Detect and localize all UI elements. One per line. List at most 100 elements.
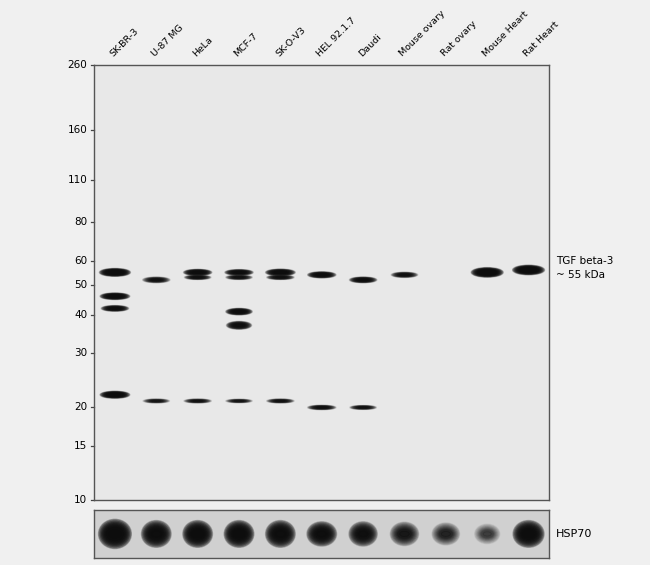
Text: SK-O-V3: SK-O-V3	[274, 25, 307, 58]
Ellipse shape	[149, 400, 164, 402]
Ellipse shape	[400, 274, 409, 276]
Ellipse shape	[102, 306, 127, 311]
Ellipse shape	[227, 270, 251, 275]
Ellipse shape	[190, 529, 205, 539]
Ellipse shape	[438, 529, 453, 539]
Ellipse shape	[228, 322, 250, 329]
Ellipse shape	[317, 274, 327, 276]
Ellipse shape	[271, 527, 290, 541]
Ellipse shape	[480, 271, 495, 274]
Ellipse shape	[108, 271, 122, 274]
Ellipse shape	[357, 407, 369, 408]
Ellipse shape	[183, 520, 213, 547]
Ellipse shape	[227, 309, 250, 314]
Ellipse shape	[315, 529, 329, 538]
Ellipse shape	[187, 525, 208, 542]
Ellipse shape	[521, 529, 536, 539]
Ellipse shape	[190, 400, 205, 402]
Ellipse shape	[392, 272, 417, 277]
Ellipse shape	[149, 279, 164, 281]
Text: MCF-7: MCF-7	[233, 31, 260, 58]
Ellipse shape	[226, 308, 252, 315]
Ellipse shape	[189, 276, 206, 279]
Ellipse shape	[229, 525, 250, 542]
Ellipse shape	[144, 277, 169, 282]
Ellipse shape	[471, 268, 503, 277]
Ellipse shape	[474, 524, 500, 544]
Ellipse shape	[269, 399, 292, 403]
Ellipse shape	[359, 407, 368, 408]
Ellipse shape	[356, 407, 370, 408]
Ellipse shape	[109, 271, 120, 273]
Ellipse shape	[110, 295, 120, 297]
Ellipse shape	[146, 399, 166, 402]
Ellipse shape	[189, 271, 207, 274]
Ellipse shape	[317, 407, 327, 408]
Ellipse shape	[516, 267, 541, 273]
Ellipse shape	[473, 268, 502, 277]
Ellipse shape	[519, 267, 538, 273]
Ellipse shape	[270, 399, 291, 402]
Ellipse shape	[523, 531, 534, 537]
Ellipse shape	[398, 529, 411, 538]
Ellipse shape	[227, 321, 251, 329]
Ellipse shape	[398, 274, 411, 276]
Ellipse shape	[352, 406, 374, 409]
Ellipse shape	[266, 521, 294, 546]
Ellipse shape	[233, 324, 245, 327]
Ellipse shape	[229, 276, 249, 279]
Ellipse shape	[232, 529, 246, 539]
Ellipse shape	[188, 399, 207, 402]
Ellipse shape	[142, 521, 170, 546]
Ellipse shape	[103, 524, 126, 544]
Ellipse shape	[229, 309, 249, 314]
Text: TGF beta-3
~ 55 kDa: TGF beta-3 ~ 55 kDa	[556, 256, 614, 280]
Ellipse shape	[107, 528, 123, 540]
Ellipse shape	[475, 269, 500, 276]
Ellipse shape	[350, 277, 376, 282]
Ellipse shape	[151, 279, 161, 281]
Ellipse shape	[226, 521, 253, 546]
Ellipse shape	[193, 277, 202, 278]
Ellipse shape	[480, 529, 494, 538]
Ellipse shape	[144, 399, 168, 403]
Ellipse shape	[106, 527, 124, 541]
Ellipse shape	[266, 270, 294, 275]
Ellipse shape	[271, 271, 290, 274]
Ellipse shape	[190, 271, 205, 274]
Ellipse shape	[227, 399, 250, 402]
Ellipse shape	[227, 275, 252, 279]
Ellipse shape	[515, 266, 542, 274]
Ellipse shape	[396, 528, 412, 540]
Ellipse shape	[351, 406, 375, 409]
Ellipse shape	[191, 400, 204, 402]
Ellipse shape	[230, 400, 248, 402]
Ellipse shape	[270, 276, 291, 279]
Ellipse shape	[395, 273, 413, 276]
Ellipse shape	[187, 276, 209, 279]
Ellipse shape	[433, 524, 458, 544]
Ellipse shape	[228, 270, 250, 275]
Ellipse shape	[225, 270, 253, 275]
Ellipse shape	[230, 310, 248, 314]
Ellipse shape	[266, 520, 295, 547]
Ellipse shape	[110, 394, 120, 395]
Ellipse shape	[353, 526, 373, 542]
Ellipse shape	[514, 521, 543, 546]
Ellipse shape	[352, 277, 374, 282]
Ellipse shape	[275, 272, 285, 273]
Ellipse shape	[224, 520, 254, 547]
Ellipse shape	[311, 526, 332, 542]
Ellipse shape	[101, 269, 129, 276]
Ellipse shape	[520, 528, 537, 540]
Ellipse shape	[187, 270, 209, 275]
Ellipse shape	[395, 273, 415, 277]
Ellipse shape	[102, 294, 127, 299]
Text: SK-BR-3: SK-BR-3	[109, 27, 140, 58]
Ellipse shape	[230, 527, 248, 541]
Ellipse shape	[226, 321, 252, 329]
Ellipse shape	[227, 399, 252, 402]
Ellipse shape	[478, 527, 497, 541]
Ellipse shape	[400, 531, 410, 537]
Text: 80: 80	[74, 218, 87, 227]
